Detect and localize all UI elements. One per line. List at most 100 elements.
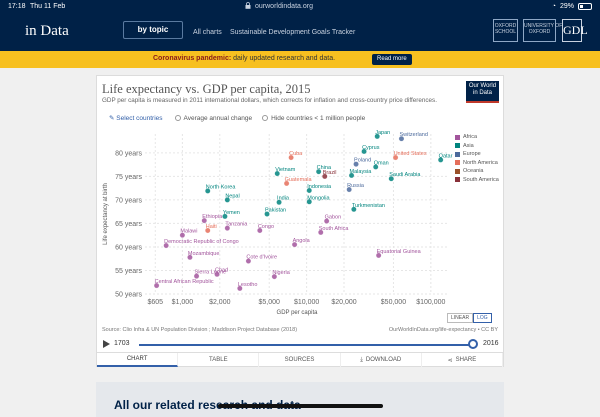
x-tick-label: $10,000 <box>294 299 319 306</box>
hide-small-countries-toggle[interactable]: Hide countries < 1 million people <box>262 114 365 122</box>
by-topic-button[interactable]: by topic <box>123 21 183 39</box>
tab-chart[interactable]: CHART <box>97 353 179 367</box>
x-tick-label: $2,000 <box>209 299 231 306</box>
radio-icon <box>174 115 181 121</box>
timeline-track[interactable] <box>139 344 473 346</box>
data-point-label: Malaysia <box>350 169 373 175</box>
data-point <box>361 148 367 155</box>
data-point <box>372 164 379 170</box>
data-point-label: Russia <box>347 183 365 189</box>
oxford-school-badge[interactable]: OXFORD SCHOOL <box>493 19 518 42</box>
legend-label: Africa <box>463 134 478 141</box>
linear-scale-button[interactable]: LINEAR <box>447 313 474 323</box>
clock: 17:18 <box>8 3 26 10</box>
wifi-icon: ◔ <box>551 3 556 10</box>
data-point-label: South Africa <box>319 226 350 232</box>
data-point <box>318 229 324 236</box>
chart-title: Life expectancy vs. GDP per capita, 2015 <box>102 82 311 96</box>
data-point <box>276 199 282 205</box>
data-point-label: Angola <box>293 238 311 244</box>
site-logo[interactable]: in Data <box>25 23 69 39</box>
data-point-label: Gabon <box>325 215 342 221</box>
data-point <box>201 217 208 224</box>
data-point-label: Pakistan <box>265 208 286 214</box>
scale-toggle[interactable]: LINEAR LOG <box>447 313 492 323</box>
coronavirus-banner: Coronavirus pandemic: daily updated rese… <box>0 51 600 68</box>
legend-item[interactable]: South America <box>455 176 499 185</box>
data-point-label: Cuba <box>289 151 303 157</box>
lock-icon <box>245 2 251 9</box>
log-scale-button[interactable]: LOG <box>473 313 492 323</box>
tab-download[interactable]: ⤓ DOWNLOAD <box>341 353 422 367</box>
data-point <box>257 227 263 234</box>
data-point <box>179 232 186 238</box>
timeline-handle[interactable] <box>468 339 478 349</box>
data-point <box>398 135 405 142</box>
x-tick-label: $50,000 <box>381 299 406 306</box>
tab-share[interactable]: ⋖ SHARE <box>422 353 504 367</box>
share-icon: ⋖ <box>447 357 453 364</box>
oxford-university-badge[interactable]: UNIVERSITY OF OXFORD <box>523 19 562 42</box>
data-point-label: Oman <box>374 160 389 166</box>
legend-swatch <box>455 168 460 174</box>
x-tick-label: $100,000 <box>416 299 445 306</box>
download-icon: ⤓ <box>360 356 363 363</box>
data-point-label: Sierra Leone <box>195 270 227 276</box>
legend-item[interactable]: Africa <box>455 133 499 142</box>
data-point-label: North Korea <box>206 184 237 190</box>
data-point-label: India <box>277 196 290 202</box>
x-tick-label: $1,000 <box>172 299 194 306</box>
tab-table[interactable]: TABLE <box>178 353 260 367</box>
data-point-label: United States <box>394 151 427 157</box>
data-point-label: Ethiopia <box>202 214 223 220</box>
data-point <box>306 199 313 205</box>
address-bar-url[interactable]: ourworldindata.org <box>255 3 313 10</box>
chart-source[interactable]: Source: Clio Infra & UN Population Divis… <box>102 327 298 333</box>
legend-item[interactable]: Oceania <box>455 167 499 176</box>
owid-logo[interactable]: Our World in Data <box>466 81 499 103</box>
legend-label: Oceania <box>463 168 484 175</box>
data-point <box>306 187 313 194</box>
average-change-toggle[interactable]: Average annual change <box>174 114 252 122</box>
data-point-label: Congo <box>258 224 274 230</box>
nav-all-charts[interactable]: All charts <box>193 29 222 36</box>
tab-sources[interactable]: SOURCES <box>259 353 341 367</box>
data-point-label: Vietnam <box>275 167 295 173</box>
legend-item[interactable]: Asia <box>455 142 499 151</box>
chart-url[interactable]: OurWorldInData.org/life-expectancy • CC … <box>388 327 498 333</box>
select-countries-button[interactable]: ✎ Select countries <box>109 115 163 122</box>
x-tick-label: $20,000 <box>331 299 356 306</box>
data-point-label: Turkmenistan <box>352 203 385 209</box>
global-change-data-lab-logo[interactable]: GDL <box>562 19 588 42</box>
ios-status-bar: 17:18 Thu 11 Feb ourworldindata.org ◔ 29… <box>0 0 600 14</box>
play-icon[interactable] <box>103 340 110 348</box>
home-indicator[interactable] <box>218 404 383 408</box>
data-point <box>237 285 243 292</box>
legend-label: North America <box>463 159 498 166</box>
data-point-label: Brazil <box>323 170 337 176</box>
x-tick-label: $605 <box>147 299 163 306</box>
timeline-start-year: 1703 <box>114 340 130 347</box>
data-point <box>245 258 252 264</box>
data-point <box>348 172 355 179</box>
data-point-label: Qatar <box>439 153 453 159</box>
data-point <box>322 173 328 180</box>
data-point <box>153 282 160 289</box>
legend-swatch <box>455 177 460 183</box>
y-tick-label: 60 years <box>115 244 142 251</box>
data-point <box>205 227 211 234</box>
legend-label: South America <box>463 176 499 183</box>
legend-swatch <box>455 143 460 149</box>
chart-tabs: CHART TABLE SOURCES ⤓ DOWNLOAD ⋖ SHARE <box>97 352 504 367</box>
data-point-label: Nepal <box>225 193 239 199</box>
data-point <box>214 271 220 277</box>
legend-item[interactable]: North America <box>455 159 499 168</box>
legend-swatch <box>455 134 460 140</box>
scatter-plot[interactable]: 50 years 55 years 60 years 65 years 70 years… <box>97 76 503 326</box>
read-more-button[interactable]: Read more <box>372 54 412 65</box>
radio-icon <box>262 115 269 121</box>
data-point <box>375 252 382 259</box>
data-point <box>346 186 352 193</box>
legend-item[interactable]: Europe <box>455 150 499 159</box>
nav-sdg-tracker[interactable]: Sustainable Development Goals Tracker <box>230 29 356 36</box>
